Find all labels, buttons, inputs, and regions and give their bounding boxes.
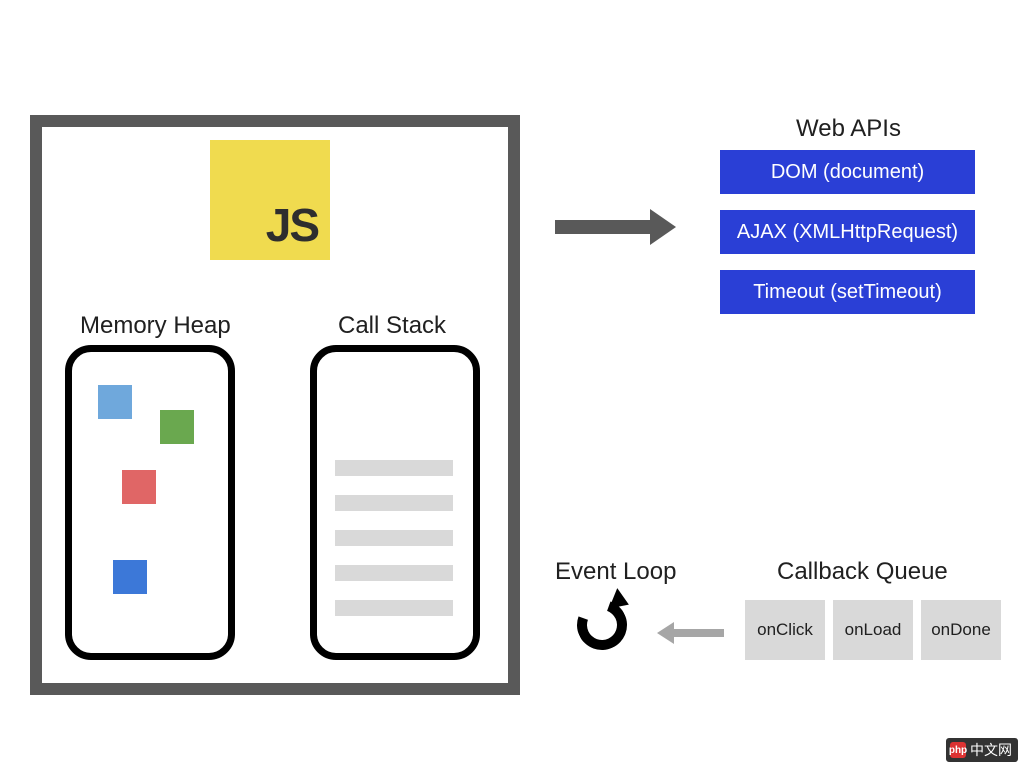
arrow-shaft [555, 220, 650, 234]
call-stack-label: Call Stack [338, 312, 446, 340]
callback-queue-label: Callback Queue [777, 558, 948, 586]
js-logo: JS [210, 140, 330, 260]
event-loop-label: Event Loop [555, 558, 676, 586]
stack-frame-line [335, 460, 453, 476]
web-api-box: DOM (document) [720, 150, 975, 194]
heap-square [113, 560, 147, 594]
watermark-text: 中文网 [970, 740, 1012, 760]
watermark-icon: php [950, 742, 966, 758]
stack-frame-line [335, 495, 453, 511]
js-logo-text: JS [266, 198, 318, 252]
watermark: php 中文网 [946, 738, 1018, 762]
callback-box: onLoad [833, 600, 913, 660]
heap-square [98, 385, 132, 419]
arrow-shaft [674, 629, 724, 637]
stack-frame-line [335, 530, 453, 546]
web-apis-label: Web APIs [796, 115, 901, 143]
arrow-head-icon [657, 622, 674, 644]
stack-frame-line [335, 600, 453, 616]
callback-box: onClick [745, 600, 825, 660]
stack-frame-line [335, 565, 453, 581]
memory-heap-label: Memory Heap [80, 312, 231, 340]
web-api-box: Timeout (setTimeout) [720, 270, 975, 314]
heap-square [160, 410, 194, 444]
arrow-head-icon [650, 209, 676, 245]
web-api-box: AJAX (XMLHttpRequest) [720, 210, 975, 254]
callback-box: onDone [921, 600, 1001, 660]
heap-square [122, 470, 156, 504]
